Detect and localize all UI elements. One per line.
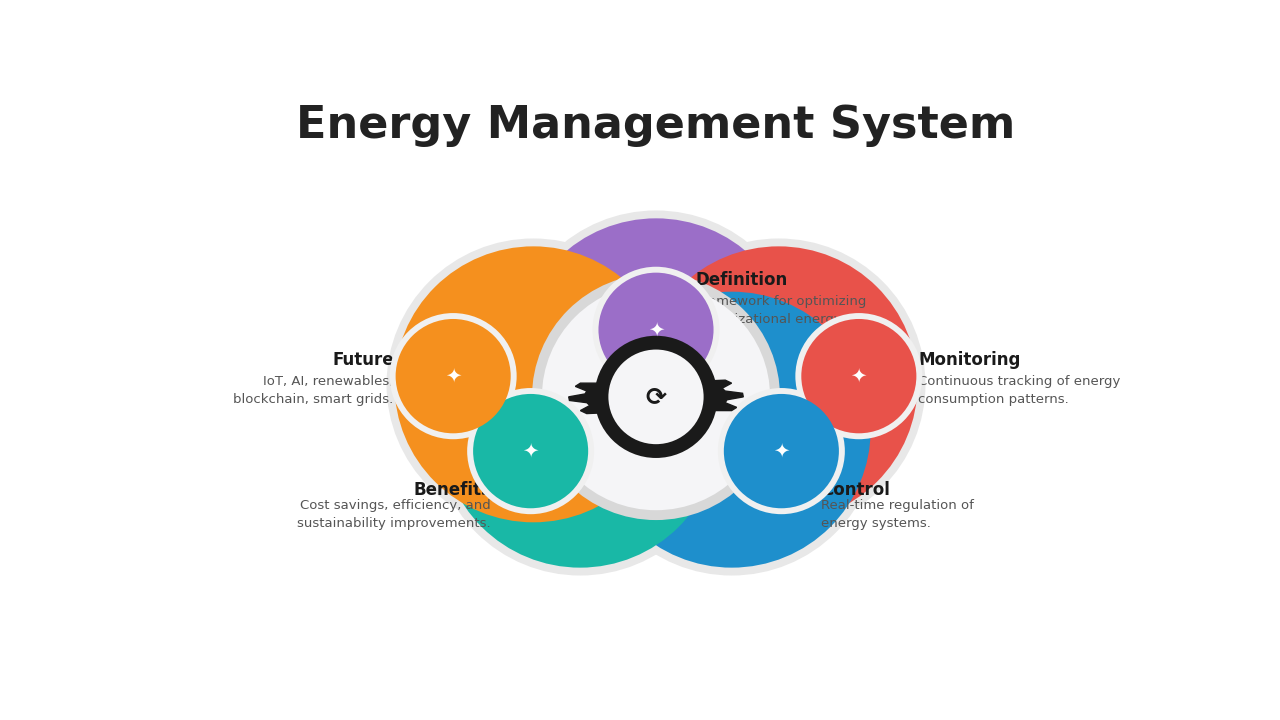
- Ellipse shape: [801, 319, 916, 433]
- Ellipse shape: [625, 365, 687, 428]
- Text: ⟳: ⟳: [645, 385, 667, 409]
- Ellipse shape: [640, 246, 918, 522]
- Ellipse shape: [517, 218, 795, 495]
- Ellipse shape: [474, 394, 589, 508]
- Text: ✦: ✦: [851, 366, 867, 386]
- Polygon shape: [568, 369, 744, 424]
- Text: Benefits: Benefits: [413, 481, 492, 499]
- Ellipse shape: [594, 336, 718, 458]
- Text: IoT, AI, renewables,
blockchain, smart grids.: IoT, AI, renewables, blockchain, smart g…: [233, 374, 394, 405]
- Text: Continuous tracking of energy
consumption patterns.: Continuous tracking of energy consumptio…: [918, 374, 1121, 405]
- Ellipse shape: [532, 274, 780, 520]
- Ellipse shape: [723, 394, 838, 508]
- Text: Real-time regulation of
energy systems.: Real-time regulation of energy systems.: [820, 500, 974, 531]
- Text: Cost savings, efficiency, and
sustainability improvements.: Cost savings, efficiency, and sustainabi…: [297, 500, 492, 531]
- Text: Definition: Definition: [696, 271, 788, 289]
- Text: Framework for optimizing
organizational energy use.: Framework for optimizing organizational …: [696, 295, 873, 326]
- Ellipse shape: [585, 284, 878, 575]
- Text: ✦: ✦: [648, 320, 664, 339]
- Ellipse shape: [599, 273, 713, 387]
- Ellipse shape: [434, 284, 727, 575]
- Ellipse shape: [442, 292, 719, 567]
- Text: Future: Future: [332, 351, 394, 369]
- Ellipse shape: [467, 388, 594, 514]
- Ellipse shape: [541, 284, 771, 510]
- Ellipse shape: [608, 349, 704, 444]
- Ellipse shape: [387, 238, 680, 530]
- Ellipse shape: [396, 319, 511, 433]
- Ellipse shape: [593, 266, 719, 393]
- Text: Control: Control: [820, 481, 890, 499]
- Ellipse shape: [593, 292, 870, 567]
- Text: ✦: ✦: [773, 441, 790, 461]
- Ellipse shape: [632, 238, 925, 530]
- Ellipse shape: [389, 313, 517, 439]
- Ellipse shape: [795, 313, 923, 439]
- Text: ✦: ✦: [522, 441, 539, 461]
- Text: Energy Management System: Energy Management System: [297, 104, 1015, 147]
- Text: Monitoring: Monitoring: [918, 351, 1020, 369]
- Ellipse shape: [718, 388, 845, 514]
- Ellipse shape: [509, 210, 803, 502]
- Ellipse shape: [394, 246, 672, 522]
- Text: ✦: ✦: [445, 366, 461, 386]
